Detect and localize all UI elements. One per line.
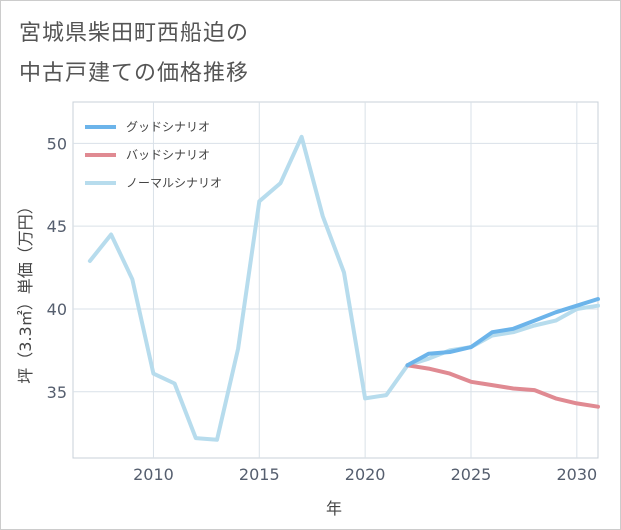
y-tick-label: 45 <box>47 217 67 236</box>
x-tick-label: 2010 <box>133 465 174 484</box>
chart-title-line-2: 中古戸建ての価格推移 <box>19 61 250 86</box>
y-tick-label: 35 <box>47 383 67 402</box>
legend-label-0: グッドシナリオ <box>126 120 210 134</box>
x-tick-label: 2015 <box>239 465 280 484</box>
legend-label-2: ノーマルシナリオ <box>126 176 222 190</box>
y-tick-label: 50 <box>47 134 67 153</box>
tick-layer: 2010 2015 2020 2025 2030 35 40 45 50 <box>47 134 598 484</box>
series-line-2 <box>87 134 600 442</box>
plot-area-border <box>72 101 599 459</box>
series-line-0 <box>405 297 600 368</box>
chart-title-line-1: 宮城県柴田町西船迫の <box>19 21 250 46</box>
x-tick-label: 2025 <box>451 465 492 484</box>
x-tick-label: 2020 <box>345 465 386 484</box>
x-axis-title: 年 <box>326 499 342 518</box>
series-line-1 <box>405 363 600 409</box>
series-layer <box>87 134 600 442</box>
x-tick-label: 2030 <box>556 465 597 484</box>
y-axis-title: 坪（3.3㎡）単価（万円） <box>16 198 35 383</box>
legend-label-1: バッドシナリオ <box>126 148 210 162</box>
y-tick-label: 40 <box>47 300 67 319</box>
